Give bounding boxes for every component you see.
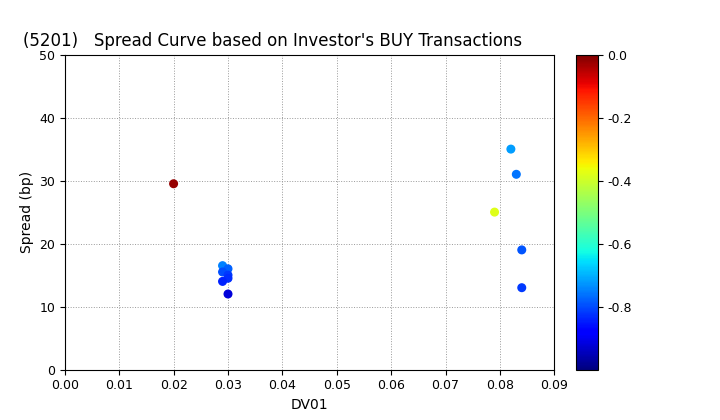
Point	[510, 171, 522, 178]
Point	[222, 275, 234, 281]
Point	[217, 262, 228, 269]
Point	[505, 146, 517, 152]
Point	[222, 291, 234, 297]
Point	[222, 272, 234, 278]
Point	[217, 278, 228, 285]
Y-axis label: Spread (bp): Spread (bp)	[19, 171, 34, 253]
Point	[168, 181, 179, 187]
Text: (5201)   Spread Curve based on Investor's BUY Transactions: (5201) Spread Curve based on Investor's …	[23, 32, 522, 50]
X-axis label: DV01: DV01	[291, 398, 328, 412]
Point	[489, 209, 500, 215]
Point	[516, 284, 528, 291]
Point	[516, 247, 528, 253]
Point	[222, 265, 234, 272]
Point	[217, 269, 228, 276]
